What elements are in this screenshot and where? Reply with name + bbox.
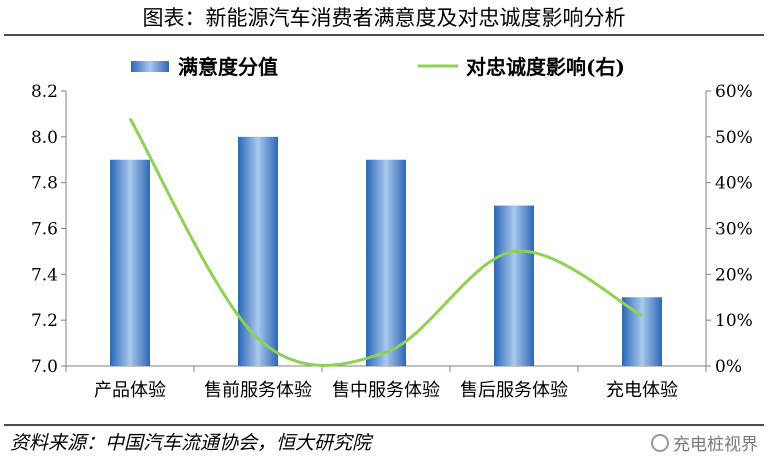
chart-title: 图表：新能源汽车消费者满意度及对忠诚度影响分析 bbox=[142, 6, 626, 30]
footer-divider bbox=[4, 424, 764, 426]
category-label: 售中服务体验 bbox=[332, 380, 440, 401]
legend-line-label: 对忠诚度影响(右) bbox=[466, 55, 625, 79]
y-right-tick-label: 0% bbox=[715, 357, 742, 377]
category-label: 售后服务体验 bbox=[460, 380, 568, 401]
y-left-tick-label: 7.2 bbox=[31, 311, 58, 331]
y-right-tick-label: 50% bbox=[715, 128, 753, 148]
bar-series bbox=[110, 136, 662, 366]
bar-产品体验 bbox=[110, 159, 150, 366]
legend: 满意度分值 对忠诚度影响(右) bbox=[131, 55, 625, 79]
title-divider bbox=[4, 34, 764, 36]
y-right-tick-label: 20% bbox=[715, 265, 753, 285]
source-note: 资料来源：中国汽车流通协会，恒大研究院 bbox=[10, 432, 372, 454]
y-right-tick-label: 30% bbox=[715, 220, 753, 240]
chart: 满意度分值 对忠诚度影响(右) 7.0 7.2 7.4 7.6 7.8 8.0 8.2 0% 1… bbox=[31, 55, 753, 401]
bar-售前服务体验 bbox=[238, 136, 278, 366]
y-right-tick-label: 10% bbox=[715, 311, 753, 331]
y-left-tick-label: 7.6 bbox=[31, 220, 58, 240]
y-left-tick-label: 7.8 bbox=[31, 174, 58, 194]
bar-售后服务体验 bbox=[494, 205, 534, 366]
category-labels: 产品体验 售前服务体验 售中服务体验 售后服务体验 充电体验 bbox=[94, 380, 678, 401]
loyalty-impact-line bbox=[128, 117, 643, 367]
legend-bar-label: 满意度分值 bbox=[178, 55, 278, 79]
y-left-tick-label: 8.2 bbox=[31, 82, 58, 102]
y-left-tick-label: 8.0 bbox=[31, 128, 58, 148]
watermark-text: 充电桩视界 bbox=[673, 435, 758, 455]
wechat-icon bbox=[651, 433, 669, 452]
y-right-tick-label: 40% bbox=[715, 174, 753, 194]
legend-bar-swatch bbox=[131, 61, 169, 72]
bar-售中服务体验 bbox=[366, 159, 406, 366]
category-label: 产品体验 bbox=[94, 380, 166, 401]
y-right-tick-label: 60% bbox=[715, 82, 753, 102]
y-left-tick-label: 7.4 bbox=[31, 265, 58, 285]
watermark: 充电桩视界 bbox=[651, 430, 758, 455]
axes: 7.0 7.2 7.4 7.6 7.8 8.0 8.2 0% 10% 20% 30% 40% 50% 60… bbox=[31, 82, 753, 377]
category-label: 充电体验 bbox=[606, 380, 678, 401]
line-series bbox=[128, 117, 643, 367]
y-left-tick-label: 7.0 bbox=[31, 357, 58, 377]
category-label: 售前服务体验 bbox=[204, 380, 312, 401]
